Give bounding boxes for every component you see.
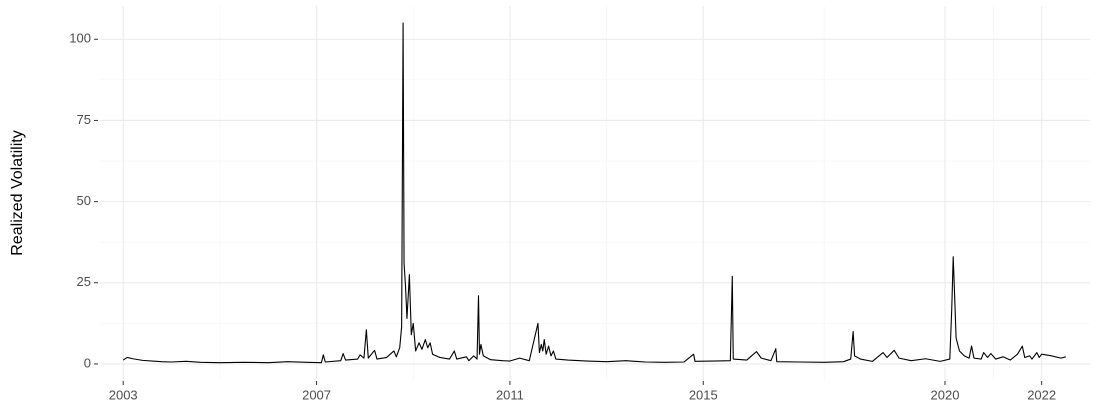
y-tick-label: 25 (77, 274, 91, 289)
x-tick-label: 2003 (109, 387, 138, 402)
y-tick-label: 50 (77, 193, 91, 208)
x-tick-label: 2015 (689, 387, 718, 402)
y-tick-label: 75 (77, 112, 91, 127)
y-axis-title: Realized Volatility (9, 130, 26, 255)
x-tick-label: 2020 (931, 387, 960, 402)
y-tick-label: 100 (69, 31, 91, 46)
y-tick-label: 0 (84, 355, 91, 370)
x-tick-label: 2011 (496, 387, 524, 402)
x-tick-label: 2007 (302, 387, 331, 402)
series-line (122, 22, 1066, 364)
x-tick-label: 2022 (1027, 387, 1056, 402)
